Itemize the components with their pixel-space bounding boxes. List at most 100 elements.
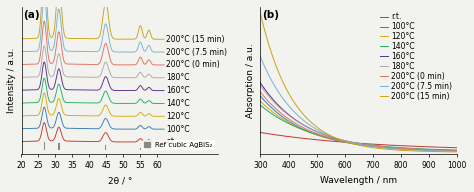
200°C (7.5 min) <box>270 81 275 83</box>
200°C (15 min) <box>407 150 413 152</box>
140°C <box>377 145 383 147</box>
140°C <box>407 147 413 149</box>
X-axis label: 2θ / °: 2θ / ° <box>108 176 132 185</box>
120°C <box>455 149 460 151</box>
100°C <box>455 150 460 152</box>
100°C <box>270 108 275 110</box>
Line: 120°C: 120°C <box>260 101 457 150</box>
Text: 100°C: 100°C <box>166 125 190 134</box>
160°C <box>407 148 413 150</box>
200°C (7.5 min) <box>427 150 433 152</box>
Line: 200°C (0 min): 200°C (0 min) <box>260 92 457 151</box>
160°C <box>377 145 383 148</box>
200°C (15 min) <box>377 147 383 150</box>
Text: 200°C (15 min): 200°C (15 min) <box>166 35 224 44</box>
180°C <box>372 145 378 147</box>
140°C <box>257 104 263 107</box>
Text: 200°C (0 min): 200°C (0 min) <box>166 60 219 69</box>
Line: r.t.: r.t. <box>260 132 457 148</box>
200°C (7.5 min) <box>455 150 460 152</box>
Y-axis label: Absorption / a.u.: Absorption / a.u. <box>246 43 255 118</box>
r.t. <box>372 143 378 145</box>
Bar <box>148 148 149 150</box>
200°C (15 min) <box>383 148 389 150</box>
200°C (7.5 min) <box>407 149 413 151</box>
140°C <box>270 113 275 115</box>
180°C <box>270 99 275 102</box>
Text: 160°C: 160°C <box>166 86 190 95</box>
120°C <box>270 111 275 113</box>
140°C <box>455 149 460 151</box>
140°C <box>427 148 433 150</box>
160°C <box>257 82 263 84</box>
100°C <box>372 146 378 148</box>
100°C <box>257 95 263 97</box>
r.t. <box>257 131 263 134</box>
160°C <box>372 145 378 147</box>
Bar <box>140 148 141 150</box>
200°C (7.5 min) <box>377 146 383 149</box>
160°C <box>455 149 460 152</box>
Y-axis label: Intensity / a.u.: Intensity / a.u. <box>7 48 16 113</box>
100°C <box>383 146 389 149</box>
100°C <box>407 148 413 150</box>
Bar <box>44 142 45 150</box>
200°C (0 min) <box>407 148 413 150</box>
X-axis label: Wavelength / nm: Wavelength / nm <box>320 176 398 185</box>
200°C (0 min) <box>427 149 433 151</box>
Text: (b): (b) <box>263 10 280 20</box>
200°C (0 min) <box>377 146 383 148</box>
120°C <box>257 100 263 103</box>
180°C <box>427 149 433 151</box>
Bar <box>58 143 60 150</box>
Text: 200°C (7.5 min): 200°C (7.5 min) <box>166 48 227 57</box>
Text: 120°C: 120°C <box>166 112 189 121</box>
180°C <box>407 148 413 150</box>
r.t. <box>427 146 433 148</box>
200°C (15 min) <box>455 151 460 153</box>
200°C (7.5 min) <box>372 146 378 148</box>
100°C <box>427 149 433 151</box>
200°C (0 min) <box>270 104 275 107</box>
r.t. <box>383 144 389 146</box>
120°C <box>407 148 413 150</box>
120°C <box>383 146 389 148</box>
100°C <box>377 146 383 148</box>
180°C <box>455 149 460 152</box>
200°C (0 min) <box>372 145 378 147</box>
120°C <box>427 149 433 151</box>
Line: 140°C: 140°C <box>260 105 457 150</box>
Text: r.t.: r.t. <box>166 137 176 146</box>
140°C <box>383 145 389 148</box>
200°C (15 min) <box>257 13 263 15</box>
120°C <box>377 146 383 148</box>
r.t. <box>407 145 413 147</box>
120°C <box>372 145 378 147</box>
Text: (a): (a) <box>24 10 40 20</box>
200°C (15 min) <box>427 150 433 153</box>
160°C <box>383 146 389 148</box>
Bar <box>105 145 106 150</box>
r.t. <box>455 147 460 149</box>
r.t. <box>377 143 383 146</box>
140°C <box>372 144 378 147</box>
180°C <box>383 146 389 148</box>
Text: 180°C: 180°C <box>166 73 189 82</box>
160°C <box>427 149 433 151</box>
200°C (15 min) <box>372 147 378 149</box>
200°C (7.5 min) <box>383 147 389 149</box>
200°C (15 min) <box>270 55 275 57</box>
200°C (7.5 min) <box>257 56 263 58</box>
r.t. <box>270 133 275 136</box>
Legend: Ref cubic AgBiS₂: Ref cubic AgBiS₂ <box>142 140 215 150</box>
200°C (0 min) <box>383 146 389 149</box>
200°C (0 min) <box>257 91 263 93</box>
Line: 100°C: 100°C <box>260 96 457 151</box>
Line: 200°C (15 min): 200°C (15 min) <box>260 14 457 152</box>
180°C <box>377 145 383 147</box>
180°C <box>257 84 263 87</box>
Legend: r.t., 100°C, 120°C, 140°C, 160°C, 180°C, 200°C (0 min), 200°C (7.5 min), 200°C (: r.t., 100°C, 120°C, 140°C, 160°C, 180°C,… <box>379 11 454 102</box>
Line: 180°C: 180°C <box>260 86 457 151</box>
200°C (0 min) <box>455 149 460 152</box>
160°C <box>270 98 275 100</box>
